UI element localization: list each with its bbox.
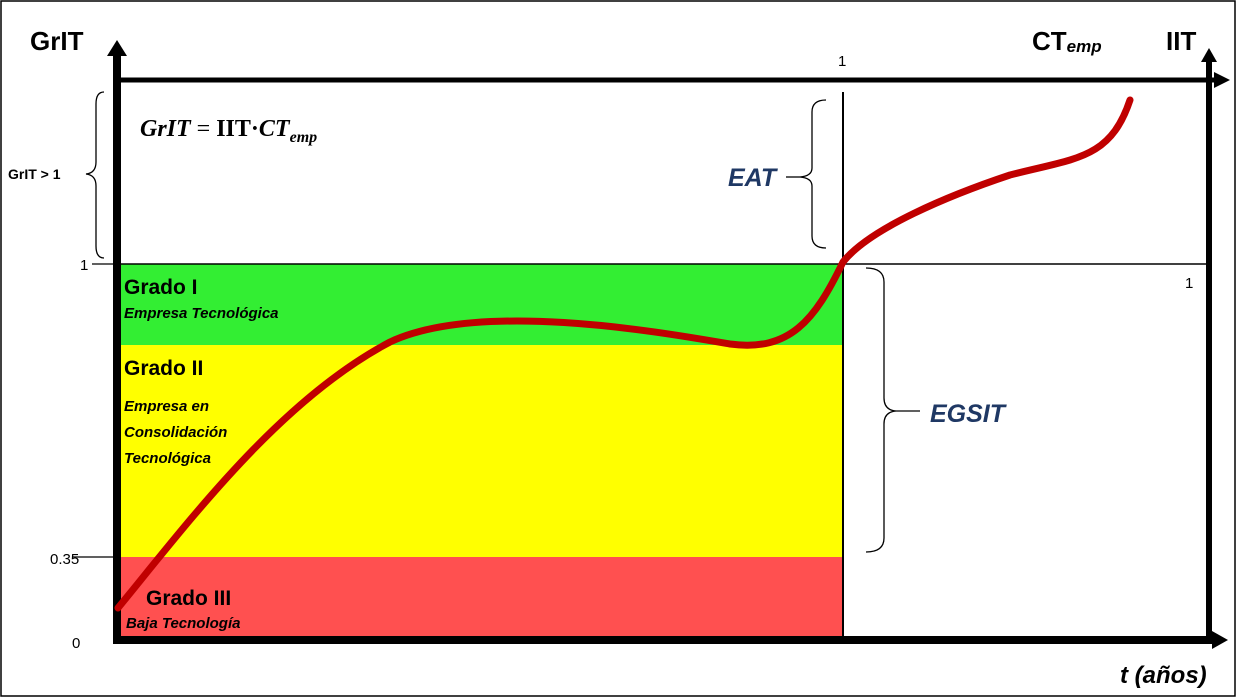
top-axis-label-main: CT	[1032, 26, 1067, 56]
right-axis-label: IIT	[1166, 26, 1196, 56]
band-grado-i	[118, 264, 843, 345]
band-grado-ii	[118, 345, 843, 557]
band-grado-iii	[118, 557, 843, 639]
formula: GrIT = IIT·CTemp	[140, 116, 317, 146]
formula-iit: IIT	[216, 116, 251, 142]
top-axis-label-sub: emp	[1067, 37, 1102, 56]
trajectory-curve	[114, 96, 1134, 612]
formula-ct-sub: emp	[290, 129, 318, 146]
band-grado-i-subtitle: Empresa Tecnológica	[124, 305, 279, 322]
right-axis-arrow	[1201, 48, 1217, 62]
band-grado-iii-title: Grado III	[146, 587, 231, 610]
band-grado-ii-subtitle-line-1: Empresa en	[124, 398, 209, 415]
tick-label-one: 1	[80, 257, 88, 274]
formula-lhs: GrIT	[140, 116, 192, 142]
formula-dot: ·	[251, 116, 259, 142]
left-axis-label: GrIT	[30, 26, 84, 56]
region-label-egsit: EGSIT	[930, 400, 1008, 428]
tick-label-grit-above-one: GrIT > 1	[8, 166, 61, 182]
left-axis-arrow	[107, 40, 127, 56]
band-grado-ii-subtitle-line-2: Consolidación	[124, 424, 227, 441]
region-label-eat: EAT	[728, 164, 779, 192]
tick-label-035: 0.35	[50, 551, 79, 568]
formula-ct: CT	[259, 116, 291, 142]
top-axis-label: CTemp	[1032, 26, 1102, 56]
top-axis-arrow	[1214, 72, 1230, 88]
band-grado-iii-subtitle: Baja Tecnología	[126, 615, 240, 632]
right-tick-one: 1	[1185, 275, 1193, 292]
formula-eq: =	[191, 116, 217, 142]
brace-grit-above-one	[85, 91, 105, 259]
time-axis-arrow	[1212, 631, 1228, 649]
tick-label-zero: 0	[72, 635, 80, 652]
band-grado-i-title: Grado I	[124, 276, 198, 299]
time-axis-label: t (años)	[1120, 662, 1207, 689]
top-tick-one: 1	[838, 53, 846, 70]
band-grado-ii-title: Grado II	[124, 357, 203, 380]
band-grado-ii-subtitle-line-3: Tecnológica	[124, 450, 211, 467]
